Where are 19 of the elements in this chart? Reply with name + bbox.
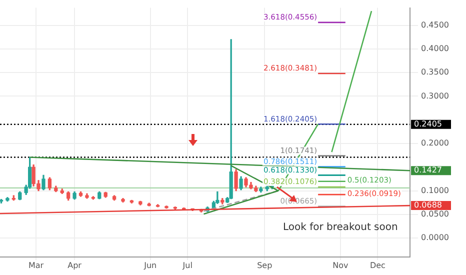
- x-tick-label: Jul: [182, 260, 192, 270]
- data-label: 0.0688: [414, 200, 442, 210]
- ref-line-label: 0.2405: [414, 119, 442, 128]
- y-tick-label: 0.2000: [421, 138, 449, 148]
- y-tick-label: 0.3500: [421, 68, 449, 77]
- y-tick-label: 0.0500: [421, 210, 449, 219]
- x-tick-label: Mar: [28, 260, 44, 270]
- x-tick-label: Nov: [332, 260, 348, 270]
- annotation: Look for breakout soon: [283, 222, 398, 233]
- x-tick-label: Jun: [143, 260, 157, 270]
- y-tick-label: 0.4500: [421, 20, 449, 30]
- y-tick-label: 0.0000: [421, 233, 449, 242]
- x-tick-label: Dec: [370, 260, 386, 270]
- x-tick-label: Sep: [257, 260, 272, 270]
- x-tick-label: Apr: [68, 260, 82, 270]
- y-tick-label: 0.1000: [421, 186, 449, 195]
- y-tick-label: 0.3000: [421, 91, 449, 100]
- y-tick-label: 0.4000: [421, 44, 449, 54]
- data-label: 0.1427: [414, 166, 442, 175]
